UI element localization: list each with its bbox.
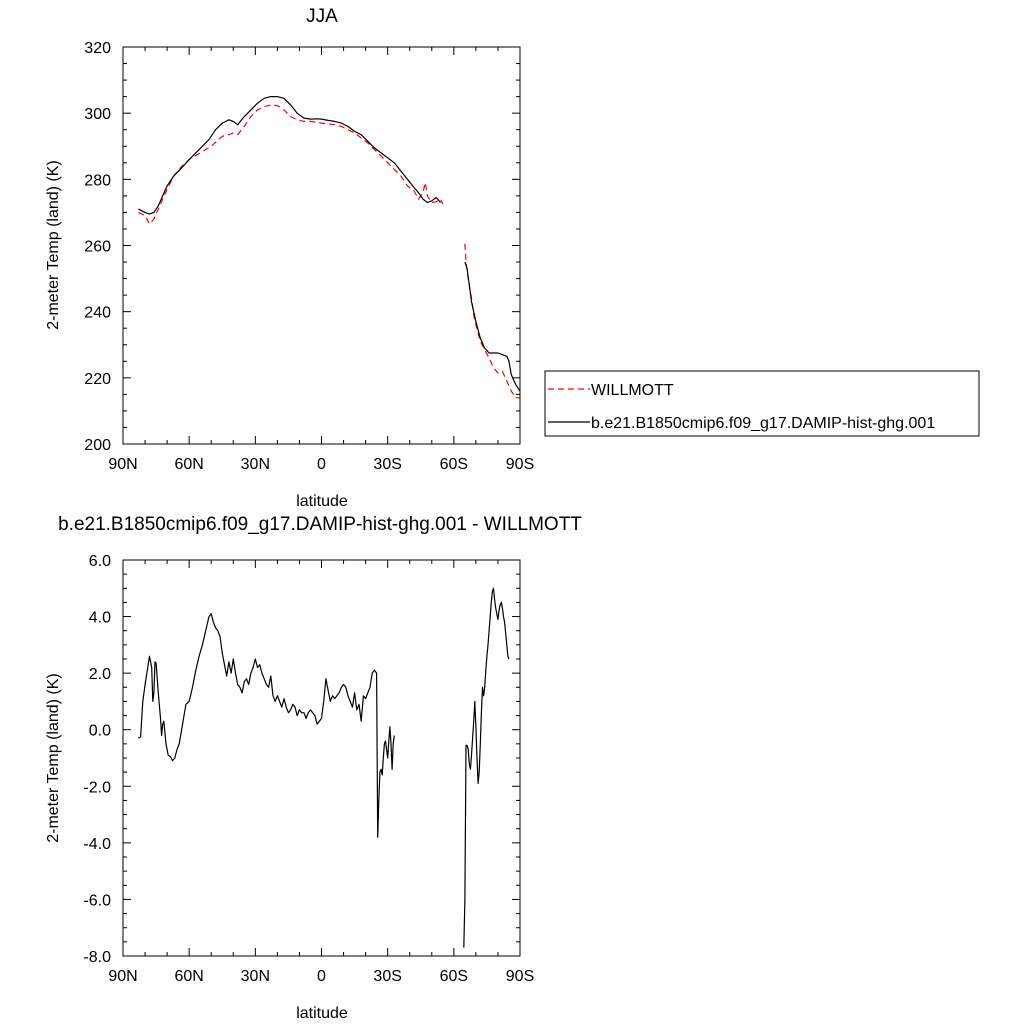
x-tick-label-bottom: 60S bbox=[440, 968, 468, 985]
x-tick-label-bottom: 90S bbox=[506, 968, 534, 985]
y-tick-label-bottom: -6.0 bbox=[83, 892, 111, 909]
y-tick-label-top: 300 bbox=[84, 106, 111, 123]
x-tick-label-bottom: 30N bbox=[241, 968, 270, 985]
x-tick-label-bottom: 0 bbox=[317, 968, 326, 985]
ticks-bottom: 90N 60N 30N 0 30S 60S 90S -8.0 -6.0 -4.0 -2.0 0.0 2.… bbox=[83, 553, 534, 985]
series-line-bottom-0-segment-1 bbox=[463, 587, 510, 948]
x-tick-label-bottom: 30S bbox=[373, 968, 401, 985]
x-tick-label-bottom: 60N bbox=[174, 968, 203, 985]
title-top: JJA bbox=[306, 6, 338, 27]
legend-label-model: b.e21.B1850cmip6.f09_g17.DAMIP-hist-ghg.… bbox=[591, 415, 935, 432]
x-tick-label-bottom: 90N bbox=[108, 968, 137, 985]
y-tick-label-bottom: 6.0 bbox=[89, 553, 111, 570]
x-tick-label-top: 0 bbox=[317, 456, 326, 473]
y-tick-label-bottom: -4.0 bbox=[83, 836, 111, 853]
legend-label-willmott: WILLMOTT bbox=[591, 382, 674, 399]
y-tick-label-top: 200 bbox=[84, 437, 111, 454]
x-tick-label-top: 90S bbox=[506, 456, 534, 473]
y-tick-label-bottom: 2.0 bbox=[89, 666, 111, 683]
y-tick-label-top: 220 bbox=[84, 371, 111, 388]
y-tick-label-top: 260 bbox=[84, 239, 111, 256]
ylabel-bottom: 2-meter Temp (land) (K) bbox=[45, 673, 62, 843]
y-tick-label-top: 280 bbox=[84, 172, 111, 189]
ticks-top: 90N 60N 30N 0 30S 60S 90S 200 220 240 260 280 300 320 bbox=[84, 40, 534, 473]
x-tick-label-top: 60S bbox=[440, 456, 468, 473]
y-tick-label-top: 320 bbox=[84, 40, 111, 57]
y-tick-label-bottom: 4.0 bbox=[89, 610, 111, 627]
plot-frame-top bbox=[122, 46, 521, 445]
y-tick-label-bottom: 0.0 bbox=[89, 723, 111, 740]
x-tick-label-top: 30N bbox=[241, 456, 270, 473]
x-tick-label-top: 90N bbox=[108, 456, 137, 473]
y-tick-label-bottom: -8.0 bbox=[83, 949, 111, 966]
series-line-top-1-segment-1 bbox=[464, 261, 521, 392]
xlabel-bottom: latitude bbox=[296, 1005, 348, 1022]
series-line-bottom-0-segment-0 bbox=[138, 613, 395, 838]
title-bottom: b.e21.B1850cmip6.f09_g17.DAMIP-hist-ghg.… bbox=[58, 514, 582, 535]
plot-frame-bottom bbox=[122, 559, 521, 957]
x-tick-label-top: 30S bbox=[373, 456, 401, 473]
panel-bottom: b.e21.B1850cmip6.f09_g17.DAMIP-hist-ghg.… bbox=[45, 514, 582, 1022]
series-line-top-1-segment-0 bbox=[138, 95, 442, 215]
y-tick-label-top: 240 bbox=[84, 305, 111, 322]
legend: WILLMOTT b.e21.B1850cmip6.f09_g17.DAMIP-… bbox=[544, 370, 980, 437]
y-tick-label-bottom: -2.0 bbox=[83, 779, 111, 796]
x-tick-label-top: 60N bbox=[174, 456, 203, 473]
series-lines-bottom bbox=[138, 587, 510, 948]
legend-box bbox=[544, 370, 980, 437]
ylabel-top: 2-meter Temp (land) (K) bbox=[45, 160, 62, 330]
xlabel-top: latitude bbox=[296, 493, 348, 510]
series-line-top-0-segment-0 bbox=[138, 104, 444, 225]
series-lines-top bbox=[138, 95, 521, 399]
panel-top: JJA 90N 60N 30N 0 30S 60S 90S 200 220 240 260 280 30… bbox=[45, 6, 534, 510]
